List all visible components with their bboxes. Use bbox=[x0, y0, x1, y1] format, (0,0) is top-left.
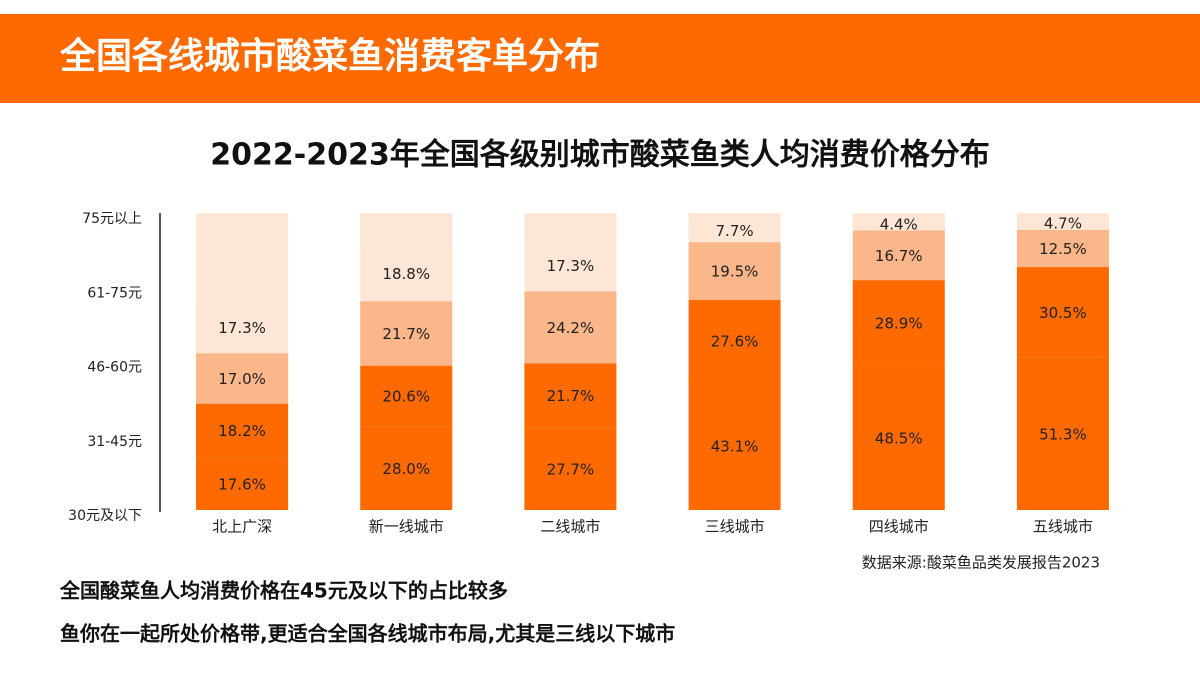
value-label: 7.7% bbox=[716, 222, 754, 240]
bar-segment bbox=[196, 403, 289, 458]
bar-segment bbox=[196, 301, 289, 354]
x-tick-label: 北上广深 bbox=[212, 518, 272, 536]
x-tick-label: 四线城市 bbox=[869, 518, 929, 536]
bar-segment bbox=[360, 301, 453, 366]
value-label: 4.7% bbox=[1044, 214, 1082, 232]
value-label: 17.0% bbox=[218, 370, 266, 388]
bar-segment bbox=[688, 219, 781, 243]
header-bar bbox=[0, 14, 1200, 103]
source: 数据来源:酸菜鱼品类发展报告2023 bbox=[862, 554, 1100, 572]
bar-segment bbox=[852, 280, 945, 366]
bar-segment bbox=[524, 291, 617, 364]
x-tick-label: 新一线城市 bbox=[369, 518, 444, 536]
y-label: 61-75元 bbox=[87, 285, 142, 301]
chart-title: 2022-2023年全国各级别城市酸菜鱼类人均消费价格分布 bbox=[210, 138, 989, 173]
x-tick-label: 五线城市 bbox=[1033, 518, 1093, 536]
note: 鱼你在一起所处价格带,更适合全国各线城市布局,尤其是三线以下城市 bbox=[60, 622, 675, 646]
bar-segment bbox=[852, 365, 945, 510]
value-label: 18.2% bbox=[218, 422, 266, 440]
bar-segment bbox=[524, 427, 617, 510]
y-label: 75元以上 bbox=[82, 211, 142, 227]
value-label: 27.7% bbox=[547, 460, 595, 478]
value-label: 19.5% bbox=[711, 263, 759, 281]
value-label: 28.9% bbox=[875, 315, 923, 333]
bar-segment bbox=[852, 217, 945, 231]
bar-segment bbox=[360, 245, 453, 302]
bar-segment bbox=[688, 300, 781, 382]
bar-segment bbox=[196, 353, 289, 404]
value-label: 43.1% bbox=[711, 437, 759, 455]
value-label: 12.5% bbox=[1039, 240, 1087, 258]
value-label: 17.3% bbox=[547, 257, 595, 275]
bar-segment bbox=[524, 240, 617, 292]
x-tick-label: 二线城市 bbox=[540, 518, 600, 536]
value-label: 21.7% bbox=[382, 325, 430, 343]
bar-segment bbox=[524, 363, 617, 428]
value-label: 18.8% bbox=[382, 265, 430, 283]
value-label: 51.3% bbox=[1039, 425, 1087, 443]
y-label: 46-60元 bbox=[87, 360, 142, 376]
header-title: 全国各线城市酸菜鱼消费客单分布 bbox=[59, 35, 600, 77]
value-label: 28.0% bbox=[382, 460, 430, 478]
bar-segment bbox=[1016, 229, 1109, 268]
bar-segment bbox=[852, 230, 945, 281]
value-label: 16.7% bbox=[875, 247, 923, 265]
bar-segment bbox=[360, 365, 453, 427]
bar-segment bbox=[1016, 267, 1109, 358]
bar-segment bbox=[196, 457, 289, 510]
bar-segment bbox=[1016, 215, 1109, 230]
value-label: 4.4% bbox=[880, 215, 918, 233]
value-label: 17.6% bbox=[218, 475, 266, 493]
value-label: 48.5% bbox=[875, 429, 923, 447]
bar-segment bbox=[360, 426, 453, 510]
x-tick-label: 三线城市 bbox=[705, 518, 765, 536]
bar-segment bbox=[1016, 357, 1109, 510]
value-label: 20.6% bbox=[382, 388, 430, 406]
y-label: 31-45元 bbox=[87, 434, 142, 450]
bar-segment bbox=[688, 242, 781, 301]
y-label: 30元及以下 bbox=[68, 508, 142, 524]
value-label: 21.7% bbox=[547, 387, 595, 405]
value-label: 17.3% bbox=[218, 319, 266, 337]
value-label: 30.5% bbox=[1039, 304, 1087, 322]
value-label: 24.2% bbox=[547, 319, 595, 337]
note: 全国酸菜鱼人均消费价格在45元及以下的占比较多 bbox=[59, 579, 508, 603]
value-label: 27.6% bbox=[711, 333, 759, 351]
bar-segment bbox=[688, 381, 781, 510]
